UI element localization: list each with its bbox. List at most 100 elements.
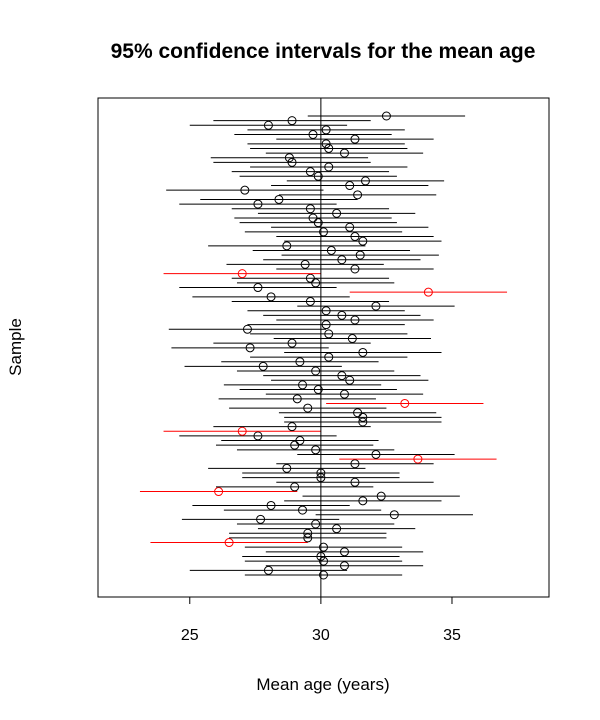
- x-tick-label: 35: [443, 627, 461, 644]
- x-axis-label: Mean age (years): [256, 675, 389, 694]
- mean-point: [353, 408, 363, 418]
- mean-point: [287, 116, 297, 126]
- mean-point: [345, 375, 355, 385]
- mean-point: [287, 157, 297, 167]
- mean-point: [360, 176, 370, 186]
- mean-point: [345, 222, 355, 232]
- mean-point: [311, 366, 321, 376]
- mean-point: [324, 143, 334, 153]
- mean-point: [214, 487, 224, 497]
- mean-point: [311, 445, 321, 455]
- mean-point: [242, 324, 252, 334]
- mean-point: [324, 352, 334, 362]
- mean-point: [258, 361, 268, 371]
- mean-point: [298, 380, 308, 390]
- mean-point: [303, 528, 313, 538]
- mean-point: [305, 273, 315, 283]
- mean-point: [413, 454, 423, 464]
- plot-frame: [97, 97, 550, 598]
- mean-point: [423, 287, 433, 297]
- y-axis-label: Sample: [6, 318, 25, 376]
- mean-point: [358, 412, 368, 422]
- mean-point: [321, 320, 331, 330]
- mean-point: [347, 334, 357, 344]
- x-tick-label: 30: [312, 627, 330, 644]
- chart-title: 95% confidence intervals for the mean ag…: [111, 40, 536, 63]
- mean-point: [253, 283, 263, 293]
- mean-point: [339, 148, 349, 158]
- mean-point: [253, 199, 263, 209]
- mean-point: [319, 542, 328, 552]
- mean-point: [337, 371, 347, 381]
- mean-point: [292, 394, 302, 404]
- mean-point: [332, 524, 342, 534]
- mean-point: [266, 292, 276, 302]
- mean-point: [389, 510, 399, 520]
- mean-point: [324, 162, 334, 172]
- mean-point: [295, 436, 305, 446]
- mean-point: [350, 315, 360, 325]
- mean-point: [339, 389, 349, 399]
- mean-point: [400, 398, 410, 408]
- mean-point: [237, 426, 247, 436]
- mean-point: [240, 185, 250, 195]
- mean-point: [290, 482, 300, 492]
- mean-point: [308, 130, 318, 140]
- mean-point: [311, 519, 321, 529]
- mean-point: [358, 236, 368, 246]
- mean-point: [308, 213, 318, 223]
- mean-point: [321, 125, 331, 135]
- mean-point: [332, 208, 342, 218]
- mean-point: [350, 477, 360, 487]
- mean-point: [300, 259, 310, 269]
- x-axis: 25 30 35: [181, 597, 461, 644]
- mean-point: [376, 491, 386, 501]
- mean-point: [339, 547, 349, 557]
- mean-point: [324, 329, 334, 339]
- mean-point: [266, 500, 276, 510]
- mean-point: [319, 227, 328, 237]
- mean-point: [290, 440, 300, 450]
- mean-point: [311, 278, 321, 288]
- mean-point: [371, 301, 381, 311]
- mean-point: [305, 204, 315, 214]
- mean-point: [298, 505, 308, 515]
- mean-point: [313, 171, 323, 181]
- mean-point: [319, 556, 328, 566]
- mean-point: [305, 167, 315, 177]
- mean-point: [350, 232, 360, 242]
- mean-point: [326, 245, 336, 255]
- mean-point: [337, 255, 347, 265]
- mean-point: [371, 449, 381, 459]
- mean-point: [321, 306, 331, 316]
- x-tick-label: 25: [181, 627, 199, 644]
- mean-point: [353, 190, 363, 200]
- mean-point: [350, 134, 360, 144]
- mean-point: [237, 269, 247, 279]
- mean-point: [224, 538, 234, 548]
- mean-point: [350, 264, 360, 274]
- mean-point: [337, 310, 347, 320]
- mean-point: [245, 343, 255, 353]
- mean-point: [274, 194, 284, 204]
- mean-point: [287, 422, 297, 432]
- mean-point: [284, 153, 294, 163]
- mean-point: [319, 570, 328, 580]
- mean-point: [358, 417, 368, 427]
- mean-point: [358, 347, 368, 357]
- mean-point: [345, 181, 355, 191]
- mean-point: [339, 561, 349, 571]
- intervals-layer: [139, 111, 508, 580]
- mean-point: [263, 565, 273, 575]
- mean-point: [321, 139, 331, 149]
- mean-point: [313, 385, 323, 395]
- mean-point: [358, 496, 368, 506]
- mean-point: [295, 357, 305, 367]
- mean-point: [313, 218, 323, 228]
- mean-point: [303, 533, 313, 543]
- mean-point: [305, 296, 315, 306]
- mean-point: [303, 403, 313, 413]
- mean-point: [282, 463, 292, 473]
- mean-point: [253, 431, 263, 441]
